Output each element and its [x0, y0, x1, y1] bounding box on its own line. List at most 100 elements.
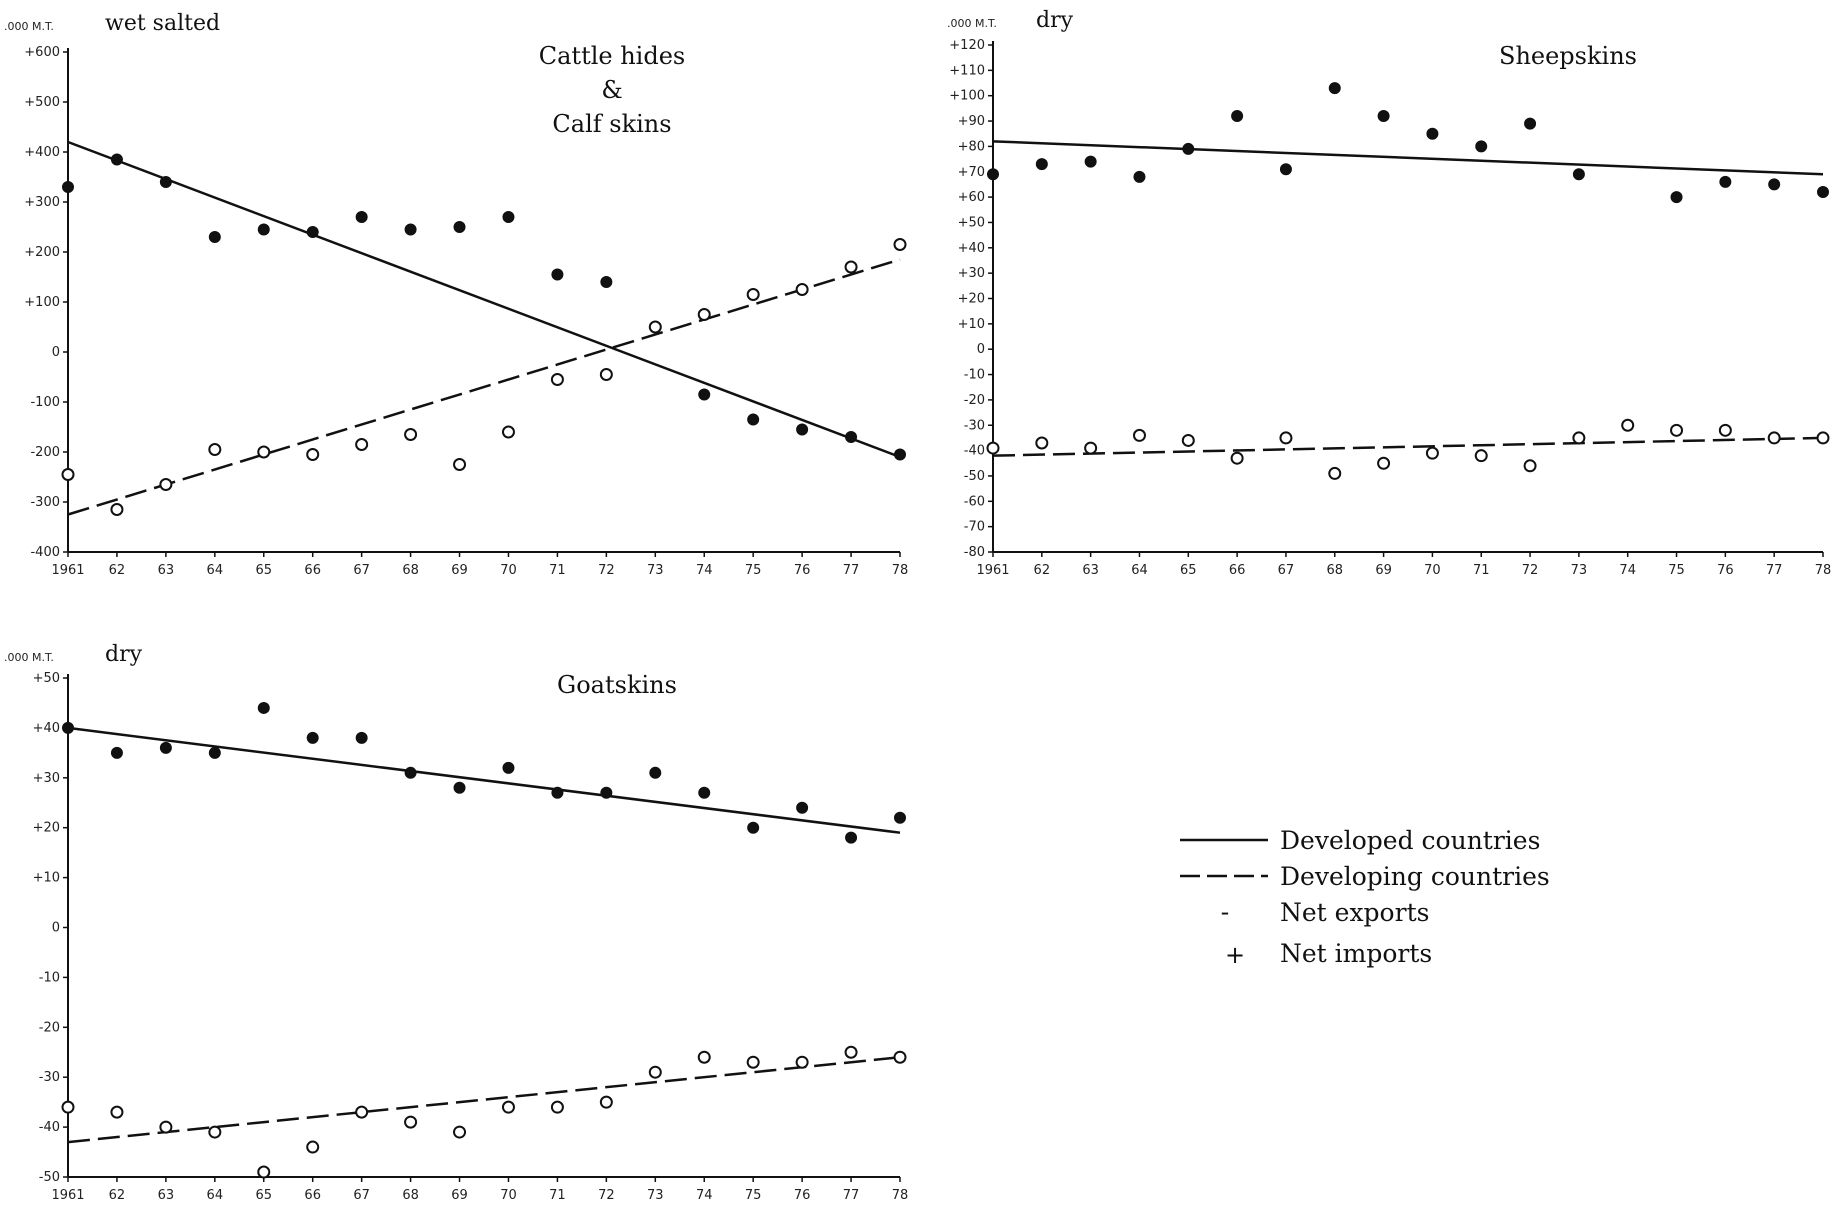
goatskins-developed-trend-line: [67, 726, 901, 834]
goatskins-y-tick-label: -20: [39, 1020, 60, 1035]
sheepskins-y-tick-label: +40: [958, 241, 985, 256]
goatskins-x-tick-label: 69: [451, 1188, 468, 1203]
cattle-hides-y-tick-label: +300: [24, 195, 60, 210]
goatskins-x-tick-label: 62: [109, 1188, 126, 1203]
sheepskins-developing-point: [1718, 423, 1732, 437]
sheepskins-developed-point: [1670, 191, 1683, 204]
goatskins-y-tick-label: -30: [39, 1070, 60, 1085]
goatskins-y-tick-label: +40: [33, 721, 60, 736]
sheepskins-developed-point: [1035, 158, 1048, 171]
cattle-hides-developed-point: [306, 226, 319, 238]
sheepskins-developed-trend-line: [992, 140, 1824, 176]
sheepskins-developed-point: [1719, 175, 1732, 188]
goatskins-developing-point: [501, 1100, 515, 1114]
goatskins-y-tick-label: +50: [33, 671, 60, 686]
goatskins-developing-point: [257, 1165, 271, 1179]
legend-label-net-exports: Net exports: [1280, 898, 1429, 927]
sheepskins-developed-point: [1475, 140, 1488, 153]
sheepskins-developing-point: [1425, 446, 1439, 460]
sheepskins-y-tick-label: 0: [977, 342, 985, 357]
cattle-hides-y-tick-label: +400: [24, 145, 60, 160]
cattle-hides-developing-point: [648, 320, 662, 334]
sheepskins-y-tick-label: -70: [964, 520, 985, 535]
sheepskins-x-tick-label: 78: [1815, 563, 1832, 578]
cattle-hides-x-tick-label: 1961: [51, 563, 84, 578]
sheepskins-x-tick-label: 70: [1424, 563, 1441, 578]
sheepskins-developed-point: [1084, 155, 1097, 168]
goatskins-developed-point: [894, 811, 906, 824]
goatskins-developing-point: [208, 1125, 222, 1139]
sheepskins-developing-point: [986, 441, 1000, 455]
goatskins-unit-prefix: .000 M.T.: [4, 651, 54, 664]
goatskins-developing-point: [599, 1095, 613, 1109]
goatskins-developing-point: [746, 1055, 760, 1069]
goatskins-x-tick-label: 64: [207, 1188, 224, 1203]
cattle-hides-x-tick-label: 68: [402, 563, 419, 578]
goatskins-y-tick-label: +10: [33, 871, 60, 886]
goatskins-y-tick-label: 0: [52, 921, 60, 936]
sheepskins-x-tick-label: 63: [1082, 563, 1099, 578]
goatskins-x-tick-label: 75: [745, 1188, 762, 1203]
sheepskins-developing-point: [1816, 431, 1830, 445]
sheepskins-developed-point: [1231, 109, 1244, 122]
cattle-hides-developed-point: [110, 153, 123, 166]
cattle-hides-x-tick-label: 70: [500, 563, 517, 578]
cattle-hides-x-tick-label: 72: [598, 563, 615, 578]
sheepskins-developed-point: [1426, 127, 1439, 140]
cattle-hides-developing-point: [844, 260, 858, 274]
sheepskins-x-tick-label: 67: [1278, 563, 1295, 578]
goatskins-developed-point: [453, 781, 466, 794]
sheepskins-x-tick-label: 65: [1180, 563, 1197, 578]
cattle-hides-y-tick-label: +200: [24, 245, 60, 260]
goatskins-x-tick-label: 67: [353, 1188, 370, 1203]
cattle-hides-developed-point: [208, 231, 221, 243]
sheepskins-y-tick-label: +120: [949, 38, 985, 53]
cattle-hides-developed-point: [845, 431, 858, 443]
goatskins-x-tick-label: 1961: [51, 1188, 84, 1203]
sheepskins-x-tick-label: 75: [1668, 563, 1685, 578]
goatskins-developed-point: [649, 766, 662, 779]
sheepskins-y-tick-label: +110: [949, 63, 985, 78]
sheepskins-developed-point: [1768, 178, 1781, 191]
cattle-hides-developed-point: [404, 223, 417, 236]
goatskins-title-line: Goatskins: [557, 671, 677, 699]
sheepskins-y-tick-label: -40: [964, 444, 985, 459]
goatskins-x-tick-label: 63: [158, 1188, 175, 1203]
cattle-hides-x-tick-label: 75: [745, 563, 762, 578]
sheepskins-x-tick-label: 73: [1571, 563, 1588, 578]
cattle-hides-x-tick-label: 65: [255, 563, 272, 578]
cattle-hides-developed-trend-line: [67, 140, 901, 459]
sheepskins-title-line: Sheepskins: [1499, 42, 1637, 70]
cattle-hides-developed-point: [894, 448, 906, 461]
sheepskins-x-tick-label: 62: [1034, 563, 1051, 578]
sheepskins-y-tick-label: -30: [964, 418, 985, 433]
goatskins-developing-point: [61, 1100, 75, 1114]
cattle-hides-developing-point: [501, 425, 515, 439]
sheepskins-developed-point: [1182, 142, 1195, 155]
cattle-hides-developed-point: [62, 181, 74, 193]
cattle-hides-developing-point: [550, 373, 564, 386]
goatskins-developing-trend-line: [67, 1055, 901, 1144]
cattle-hides-developing-trend-line: [67, 258, 901, 516]
cattle-hides-developing-point: [599, 368, 613, 381]
sheepskins-developing-point: [1279, 431, 1293, 445]
cattle-hides-developing-point: [746, 288, 760, 301]
goatskins-y-tick-label: -40: [39, 1120, 60, 1135]
cattle-hides-x-tick-label: 73: [647, 563, 664, 578]
sheepskins-y-tick-label: -10: [964, 368, 985, 383]
cattle-hides-x-tick-label: 76: [794, 563, 811, 578]
sheepskins-y-tick-label: +80: [958, 139, 985, 154]
legend-label-developed: Developed countries: [1280, 826, 1540, 855]
goatskins-developed-point: [502, 761, 515, 774]
sheepskins-developing-point: [1230, 451, 1244, 465]
legend: Developed countries Developing countries…: [1180, 826, 1550, 969]
sheepskins-x-tick-label: 69: [1375, 563, 1392, 578]
sheepskins-developing-point: [1572, 431, 1586, 445]
goatskins-x-tick-label: 65: [255, 1188, 272, 1203]
legend-plus-symbol: +: [1225, 941, 1245, 969]
cattle-hides-developed-point: [698, 388, 711, 401]
sheepskins-y-tick-label: +10: [958, 317, 985, 332]
goatskins-developing-point: [355, 1105, 369, 1119]
goatskins-developed-point: [845, 831, 858, 844]
